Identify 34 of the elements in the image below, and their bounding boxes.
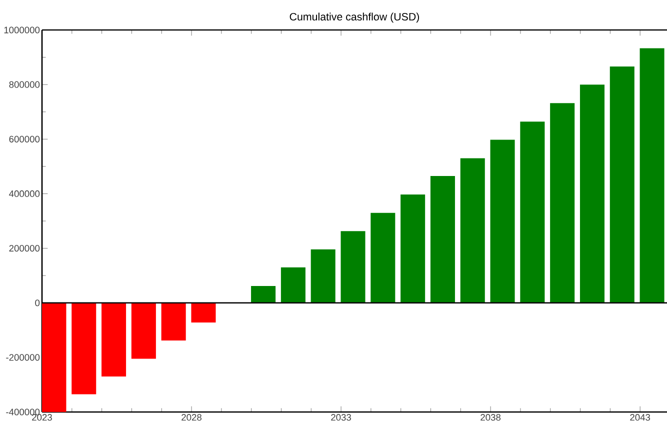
bar — [72, 302, 96, 394]
bar — [42, 302, 66, 412]
bar — [251, 286, 276, 303]
x-tick-label: 2033 — [331, 414, 351, 421]
bar — [340, 231, 366, 303]
x-tick-label: 2043 — [630, 414, 650, 421]
y-tick-label: 1000000 — [4, 26, 40, 34]
bar — [580, 84, 604, 303]
y-tick-label: 0 — [35, 300, 40, 306]
bar — [430, 176, 455, 303]
bar — [490, 140, 515, 303]
bar — [161, 302, 186, 341]
chart-title: Cumulative cashflow (USD) — [290, 12, 420, 23]
bar — [400, 194, 426, 303]
bar — [310, 249, 336, 303]
bar — [370, 212, 396, 303]
bar — [102, 302, 126, 377]
bar — [191, 302, 216, 323]
y-tick-label: -400000 — [6, 408, 40, 416]
y-tick-label: 400000 — [9, 190, 40, 198]
x-tick-label: 2028 — [182, 414, 202, 421]
bar — [460, 158, 485, 303]
bar — [280, 267, 306, 303]
bar — [640, 48, 664, 303]
x-tick-label: 2023 — [32, 414, 52, 421]
x-tick-label: 2038 — [480, 414, 501, 421]
y-tick-label: -200000 — [6, 354, 40, 361]
y-tick-label: 600000 — [9, 136, 40, 142]
y-tick-label: 800000 — [9, 81, 40, 88]
bar — [131, 302, 156, 359]
y-tick-label: 200000 — [9, 244, 40, 252]
bar — [610, 66, 634, 303]
bar — [550, 103, 575, 303]
bar — [520, 122, 545, 303]
